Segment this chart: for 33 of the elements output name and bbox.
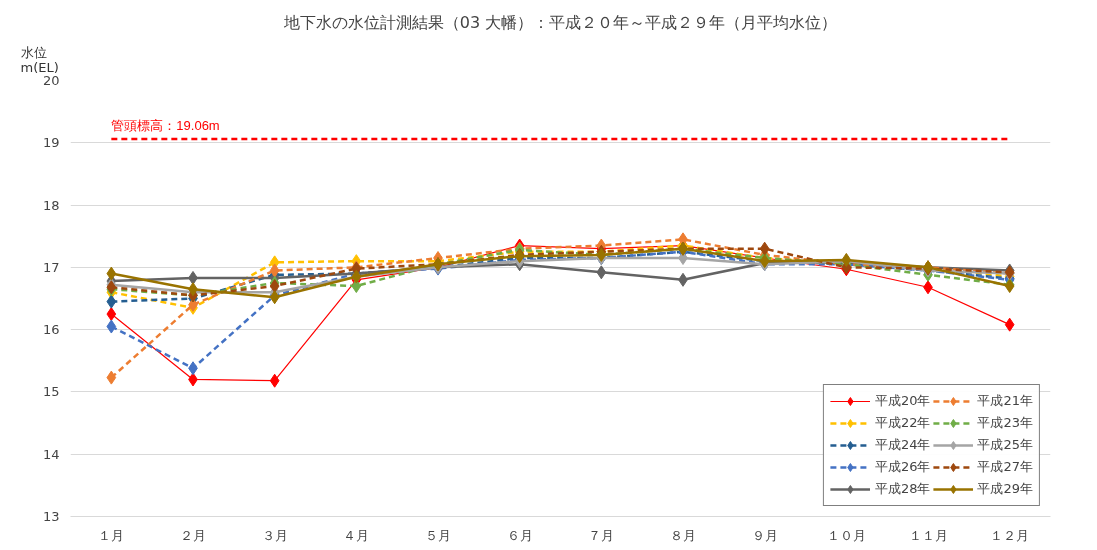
x-tick-label: ２月 [180,527,206,543]
y-tick-label: 15 [42,384,60,400]
x-tick-label: ５月 [425,527,451,543]
x-tick-label: １１月 [908,527,948,543]
legend-label: 平成25年 [977,436,1033,454]
x-tick-label: ６月 [506,527,533,543]
x-tick-label: ３月 [261,527,288,543]
x-tick-label: １２月 [990,527,1030,543]
y-tick-label: 20 [42,73,60,88]
y-tick-label: 13 [42,509,60,524]
ref-line-label: 管頭標高：19.06m [111,118,220,134]
legend-label: 平成22年 [874,414,931,432]
x-tick-label: １月 [98,527,125,543]
y-tick-label: 19 [42,135,60,151]
x-tick-label: ７月 [588,527,615,543]
x-tick-label: ４月 [343,527,370,543]
y-tick-label: 18 [42,197,60,213]
x-tick-label: １０月 [826,527,866,543]
legend-label: 平成29年 [977,480,1033,498]
x-tick-label: ９月 [751,527,778,543]
legend-label: 平成21年 [977,392,1033,410]
legend-label: 平成27年 [977,458,1033,476]
y-tick-label: 16 [42,322,60,338]
y-tick-label: 17 [42,259,60,275]
legend-label: 平成28年 [874,480,931,498]
legend-label: 平成26年 [874,458,931,476]
legend-label: 平成23年 [977,414,1033,432]
legend-label: 平成20年 [874,392,931,410]
chart-title: 地下水の水位計測結果（03 大幡）：平成２０年～平成２９年（月平均水位） [282,12,838,32]
legend-label: 平成24年 [874,436,931,454]
y-axis-title: 水位 m(EL) [20,44,59,75]
x-tick-label: ８月 [670,527,696,543]
y-tick-label: 14 [42,446,60,462]
